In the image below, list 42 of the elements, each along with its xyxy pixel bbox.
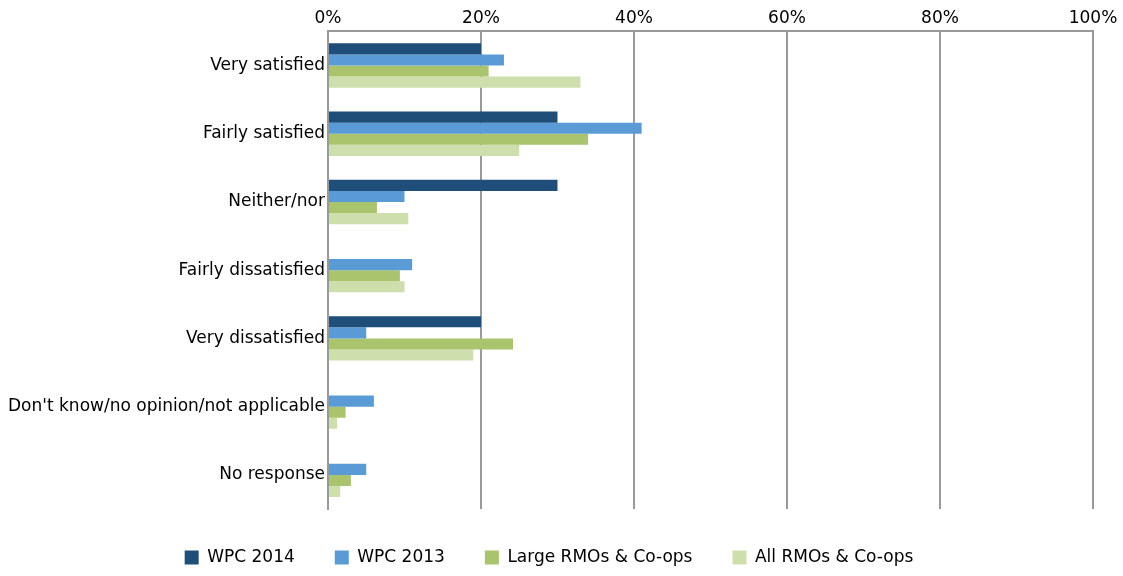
bar: [328, 65, 489, 77]
bar: [328, 406, 346, 418]
bar: [328, 485, 341, 498]
bar: [328, 111, 558, 123]
y-tick-label: Very dissatisfied: [185, 326, 325, 347]
bar: [328, 395, 374, 407]
y-tick-label: No response: [219, 463, 325, 484]
legend-label: WPC 2014: [207, 545, 295, 566]
bar: [328, 327, 367, 339]
bar: [328, 43, 481, 55]
bar: [328, 213, 409, 225]
y-tick-label: Fairly satisfied: [202, 122, 325, 143]
bar: [328, 338, 514, 350]
x-tick-label: 80%: [921, 6, 959, 27]
bar: [328, 144, 520, 156]
legend-label: WPC 2013: [357, 545, 445, 566]
y-tick-label: Neither/nor: [228, 190, 325, 211]
x-tick-label: 60%: [768, 6, 806, 27]
bar: [328, 463, 367, 475]
bar: [328, 179, 558, 191]
bar: [328, 349, 474, 361]
bar: [328, 259, 413, 271]
bar: [328, 417, 338, 429]
x-tick-label: 40%: [615, 6, 653, 27]
bar: [328, 270, 400, 282]
y-tick-label: Fairly dissatisfied: [178, 258, 325, 279]
bar: [328, 474, 351, 486]
bar: [328, 316, 481, 328]
bar: [328, 281, 405, 293]
x-tick-label: 20%: [462, 6, 500, 27]
x-tick-label: 100%: [1068, 6, 1118, 27]
bar: [328, 201, 377, 214]
bar: [328, 54, 504, 66]
x-tick-label: 0%: [314, 6, 342, 27]
bar: [328, 76, 581, 88]
legend-label: Large RMOs & Co-ops: [507, 545, 693, 566]
legend-label: All RMOs & Co-ops: [754, 545, 914, 566]
y-tick-label: Very satisfied: [210, 53, 325, 74]
y-tick-label: Don't know/no opinion/not applicable: [8, 395, 325, 416]
bar: [328, 190, 405, 202]
bar: [328, 133, 589, 145]
bar: [328, 122, 642, 134]
